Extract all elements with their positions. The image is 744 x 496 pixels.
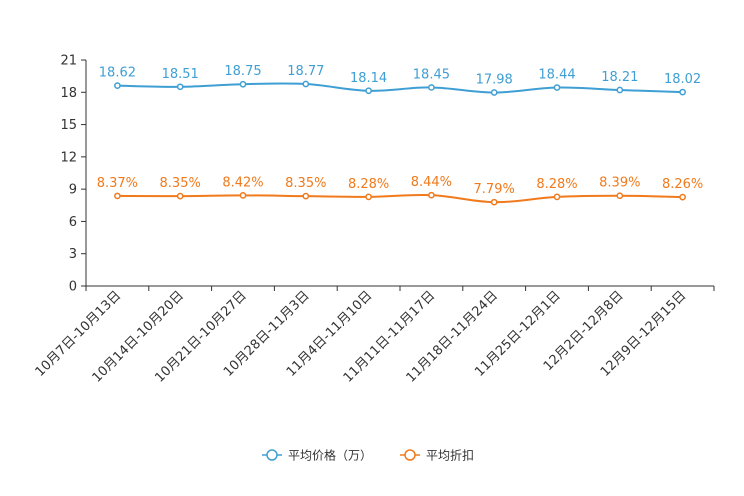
data-point	[616, 86, 624, 94]
data-label: 8.35%	[160, 176, 201, 191]
data-label: 8.39%	[599, 176, 640, 191]
data-label: 18.44	[538, 68, 575, 83]
data-point	[239, 80, 247, 88]
data-label: 7.79%	[474, 182, 515, 197]
y-tick-label: 21	[60, 54, 77, 69]
data-point	[365, 193, 372, 201]
data-point	[428, 84, 435, 91]
data-label: 8.42%	[222, 175, 263, 190]
y-tick-label: 3	[69, 247, 77, 262]
legend-marker-icon	[266, 449, 278, 461]
data-label: 8.37%	[97, 176, 138, 191]
data-label: 8.28%	[348, 177, 389, 192]
data-label: 8.28%	[536, 177, 577, 192]
legend-item-1[interactable]: 平均价格（万）	[262, 448, 372, 463]
series-line	[117, 193, 683, 204]
y-tick-label: 9	[69, 183, 77, 198]
legend[interactable]: 平均价格（万） 平均折扣	[262, 448, 474, 463]
data-label: 18.02	[664, 72, 701, 87]
y-tick-label: 6	[69, 215, 77, 230]
data-point	[679, 88, 686, 96]
series-line	[117, 82, 683, 94]
data-label: 18.21	[601, 70, 638, 85]
data-point	[114, 82, 121, 89]
data-label: 18.75	[224, 64, 261, 79]
data-point	[490, 89, 498, 96]
data-label: 17.98	[476, 73, 513, 88]
data-point	[616, 192, 624, 200]
legend-label: 平均折扣	[426, 448, 474, 463]
y-tick-label: 18	[60, 86, 77, 101]
data-point	[490, 198, 498, 206]
data-label: 18.62	[99, 66, 136, 81]
data-point	[302, 192, 310, 200]
data-point	[176, 83, 184, 91]
axes: 03691215182110月7日-10月13日10月14日-10月20日10月…	[33, 54, 715, 386]
data-point	[428, 191, 435, 199]
data-point	[365, 87, 372, 95]
data-label: 18.51	[162, 67, 199, 82]
data-label: 8.44%	[411, 175, 452, 190]
data-point	[302, 80, 310, 88]
series-2: 8.37% 8.35% 8.42% 8.35% 8.28% 8.44% 7.79% 8.28%…	[97, 175, 703, 206]
legend-item-2[interactable]: 平均折扣	[400, 448, 474, 463]
data-label: 18.77	[287, 64, 324, 79]
data-point	[114, 192, 121, 200]
legend-marker-icon	[404, 449, 416, 461]
data-point	[239, 192, 247, 199]
data-label: 8.35%	[285, 176, 326, 191]
legend-label: 平均价格（万）	[288, 448, 372, 463]
data-point	[553, 193, 561, 201]
series-group: 18.62 18.51 18.75 18.77 18.14 18.45 17.98 18.44…	[97, 64, 703, 206]
data-label: 18.45	[413, 67, 450, 82]
data-point	[679, 193, 686, 201]
series-1: 18.62 18.51 18.75 18.77 18.14 18.45 17.98 18.44…	[99, 64, 701, 96]
data-label: 8.26%	[662, 177, 703, 192]
y-tick-label: 15	[60, 118, 77, 133]
y-tick-label: 12	[60, 150, 77, 165]
data-label: 18.14	[350, 71, 387, 86]
data-point	[176, 192, 184, 200]
y-tick-label: 0	[69, 280, 77, 295]
data-point	[553, 84, 561, 91]
